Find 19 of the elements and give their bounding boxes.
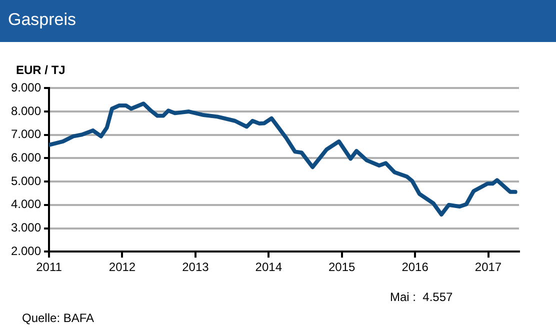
y-axis-title: EUR / TJ: [16, 63, 66, 77]
text: Mai : 4.557: [390, 290, 453, 304]
x-tick-label: 2013: [182, 260, 210, 274]
y-tick-label: 3.000: [11, 220, 42, 235]
y-tick-label: 4.000: [11, 197, 42, 212]
y-tick-label: 2.000: [11, 244, 42, 258]
x-tick-label: 2012: [108, 260, 136, 274]
chart-title: Gaspreis: [8, 10, 76, 30]
x-tick-label: 2016: [402, 260, 429, 274]
y-tick-label: 8.000: [11, 104, 42, 118]
source-note: Quelle: BAFA: [22, 311, 94, 325]
x-tick-label: 2015: [328, 260, 356, 274]
y-tick-label: 6.000: [11, 150, 42, 165]
y-tick-label: 9.000: [11, 80, 42, 95]
x-tick-label: 2011: [36, 260, 62, 274]
y-tick-label: 5.000: [11, 174, 42, 188]
y-tick-label: 7.000: [11, 127, 42, 142]
x-tick-label: 2014: [255, 260, 282, 274]
x-tick-label: 2017: [474, 260, 502, 274]
